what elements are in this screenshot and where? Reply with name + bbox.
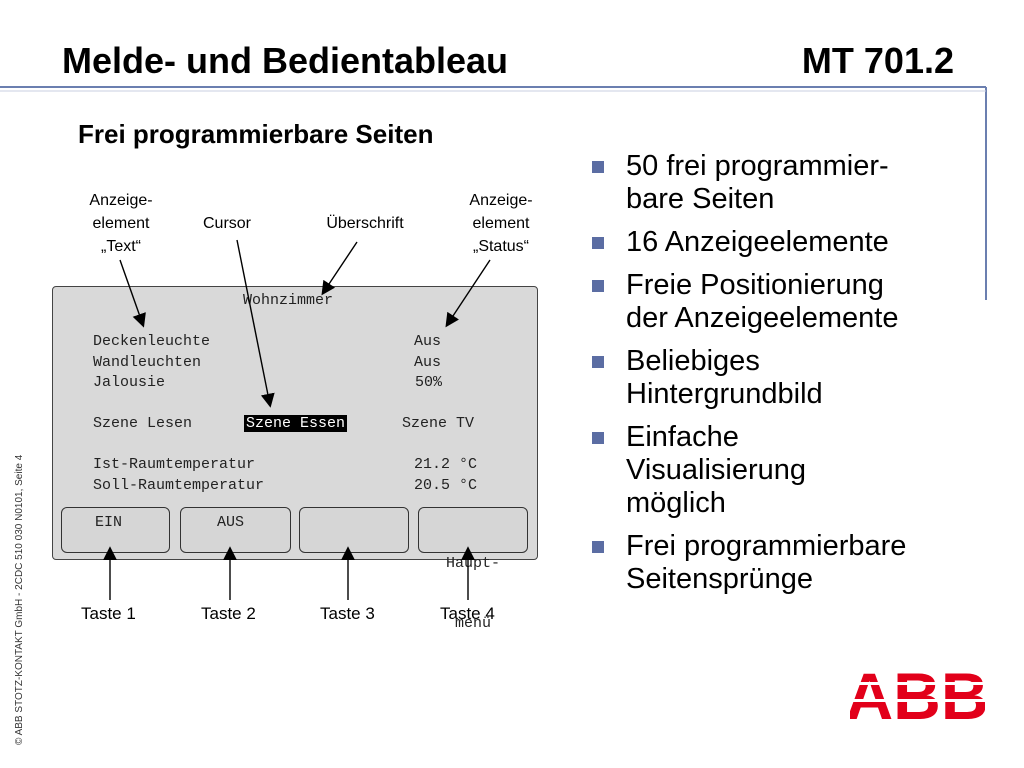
list-item: Frei programmierbare Seitensprünge [590,530,990,596]
list-item-line: der Anzeigeelemente [626,302,899,334]
list-item-line: Einfache [626,421,739,453]
list-item-line: bare Seiten [626,183,775,215]
key-label-line: menü [454,615,491,632]
model-number: MT 701.2 [801,40,954,81]
list-item-line: Freie Positionierung [626,269,884,301]
list-item-line: 50 frei programmier- [626,150,889,182]
display-row-label: Deckenleuchte [93,333,211,350]
copyright-footer: © ABB STOTZ-KONTAKT GmbH - 2CDC 510 030 … [14,454,25,745]
bullet-square-icon [592,541,604,553]
key-label: EIN [94,514,122,531]
abb-logo: ABB [850,665,985,723]
list-item-line: Frei programmierbare [626,530,907,562]
display-row-value: Aus [414,354,442,371]
page-title: Melde- und Bedientableau [62,40,509,81]
display-row-label: Wandleuchten [93,354,202,371]
ist-temp-value: 21.2 °C [414,456,478,473]
annotation-line: element [472,215,530,232]
feature-list: 50 frei programmier-bare Seiten 16 Anzei… [590,150,990,606]
taste-3-label: Taste 3 [320,604,375,623]
annotation-line: „Text“ [101,238,141,255]
key-1-ein[interactable]: EIN [61,507,170,553]
list-item-line: Seitensprünge [626,563,814,595]
list-item-line: Hintergrundbild [626,378,823,410]
ist-temp-label: Ist-Raumtemperatur [93,456,256,473]
bullet-square-icon [592,161,604,173]
scene-tv[interactable]: Szene TV [402,415,475,432]
key-2-aus[interactable]: AUS [180,507,291,553]
taste-2-label: Taste 2 [201,604,256,623]
annotation-anzeigeelement-text: Anzeige- element „Text“ [78,189,164,258]
display-row-value: Aus [414,333,442,350]
annotation-ueberschrift: Überschrift [326,215,404,232]
display-row-label: Jalousie [93,374,166,391]
list-item: Beliebiges Hintergrundbild [590,345,990,411]
annotation-anzeigeelement-status: Anzeige- element „Status“ [456,189,546,258]
display-heading: Wohnzimmer [243,292,334,309]
list-item-line: 16 Anzeigeelemente [626,226,889,258]
scene-essen-selected[interactable]: Szene Essen [244,415,348,432]
scene-lesen[interactable]: Szene Lesen [93,415,193,432]
list-item: 16 Anzeigeelemente [590,226,990,259]
bullet-square-icon [592,280,604,292]
taste-4-label: Taste 4 [440,604,495,623]
display-row-value: 50% [415,374,443,391]
key-4-hauptmenue[interactable]: Haupt- menü [418,507,528,632]
annotation-cursor: Cursor [202,215,251,232]
key-3-empty[interactable] [299,507,409,553]
section-subtitle: Frei programmierbare Seiten [78,119,434,149]
soll-temp-value: 20.5 °C [414,477,478,494]
list-item-line: Beliebiges [626,345,760,377]
annotation-line: Anzeige- [469,192,533,209]
annotation-line: Anzeige- [89,192,153,209]
bullet-square-icon [592,356,604,368]
bullet-square-icon [592,237,604,249]
list-item: 50 frei programmier-bare Seiten [590,150,990,216]
soll-temp-label: Soll-Raumtemperatur [93,477,265,494]
list-item: Freie Positionierung der Anzeigeelemente [590,269,990,335]
key-label: Haupt- menü [419,514,527,674]
abb-logo-text: ABB [850,665,985,723]
bullet-square-icon [592,432,604,444]
list-item: Einfache Visualisierung möglich [590,421,990,520]
annotation-line: element [92,215,150,232]
taste-1-label: Taste 1 [81,604,136,623]
list-item-line: möglich [626,487,726,519]
key-label: AUS [216,514,244,531]
key-label-line: Haupt- [445,555,500,572]
list-item-line: Visualisierung [626,454,807,486]
annotation-line: „Status“ [472,238,529,255]
